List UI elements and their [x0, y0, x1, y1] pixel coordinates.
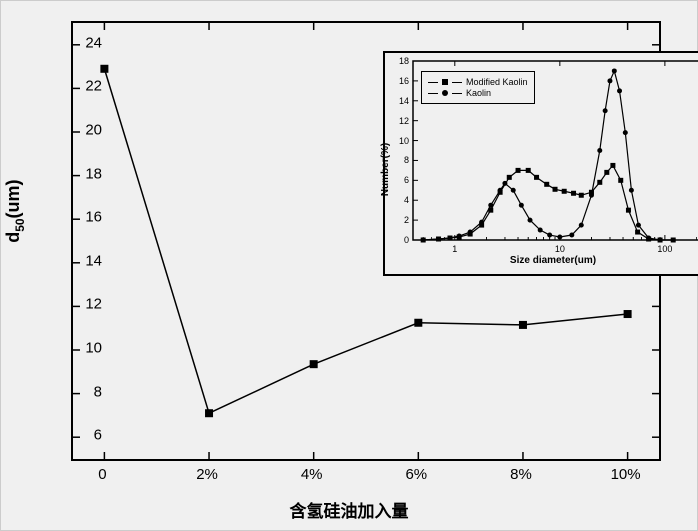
main-ytick-label: 14	[72, 252, 102, 269]
inset-ytick-label: 8	[395, 155, 409, 165]
inset-ytick-label: 16	[395, 76, 409, 86]
inset-xtick-label: 100	[657, 244, 672, 254]
main-ytick-label: 22	[72, 78, 102, 95]
square-marker-icon	[442, 79, 448, 85]
legend-entry-modified: Modified Kaolin	[428, 77, 528, 87]
inset-ytick-label: 2	[395, 215, 409, 225]
legend-line-icon	[428, 93, 438, 94]
main-xtick-label: 2%	[196, 466, 218, 483]
inset-ytick-label: 4	[395, 195, 409, 205]
circle-marker-icon	[442, 90, 448, 96]
main-xtick-label: 8%	[510, 466, 532, 483]
inset-xtick-label: 10	[555, 244, 565, 254]
main-xtick-label: 4%	[301, 466, 323, 483]
inset-xtick-label: 1	[452, 244, 457, 254]
main-ytick-label: 10	[72, 340, 102, 357]
inset-ytick-label: 12	[395, 116, 409, 126]
inset-ytick-label: 10	[395, 136, 409, 146]
main-ytick-label: 20	[72, 122, 102, 139]
main-x-axis-label: 含氢硅油加入量	[290, 497, 409, 522]
inset-ytick-label: 18	[395, 56, 409, 66]
inset-ytick-label: 6	[395, 175, 409, 185]
legend-line-icon	[428, 82, 438, 83]
main-xtick-label: 6%	[405, 466, 427, 483]
legend-label: Kaolin	[466, 88, 491, 98]
legend-line-icon	[452, 93, 462, 94]
main-ytick-label: 6	[72, 427, 102, 444]
inset-x-axis-label: Size diameter(um)	[510, 255, 596, 266]
inset-ytick-label: 0	[395, 235, 409, 245]
inset-y-axis-label: Number(%)	[380, 142, 391, 195]
main-ytick-label: 16	[72, 209, 102, 226]
inset-ytick-label: 14	[395, 96, 409, 106]
inset-legend: Modified Kaolin Kaolin	[421, 71, 535, 104]
main-ytick-label: 18	[72, 165, 102, 182]
main-ytick-label: 8	[72, 383, 102, 400]
chart-container: Number(%) Size diameter(um) 024681012141…	[0, 0, 698, 531]
main-xtick-label: 10%	[611, 466, 641, 483]
main-plot-area: Number(%) Size diameter(um) 024681012141…	[71, 21, 661, 461]
main-ytick-label: 12	[72, 296, 102, 313]
legend-line-icon	[452, 82, 462, 83]
legend-entry-kaolin: Kaolin	[428, 88, 528, 98]
main-y-axis-label: d50(um)	[3, 179, 27, 242]
legend-label: Modified Kaolin	[466, 77, 528, 87]
main-ytick-label: 24	[72, 34, 102, 51]
inset-plot-area: Number(%) Size diameter(um) 0 2 4 6 8 10 12 14 1…	[383, 51, 698, 276]
main-xtick-label: 0	[98, 466, 106, 483]
